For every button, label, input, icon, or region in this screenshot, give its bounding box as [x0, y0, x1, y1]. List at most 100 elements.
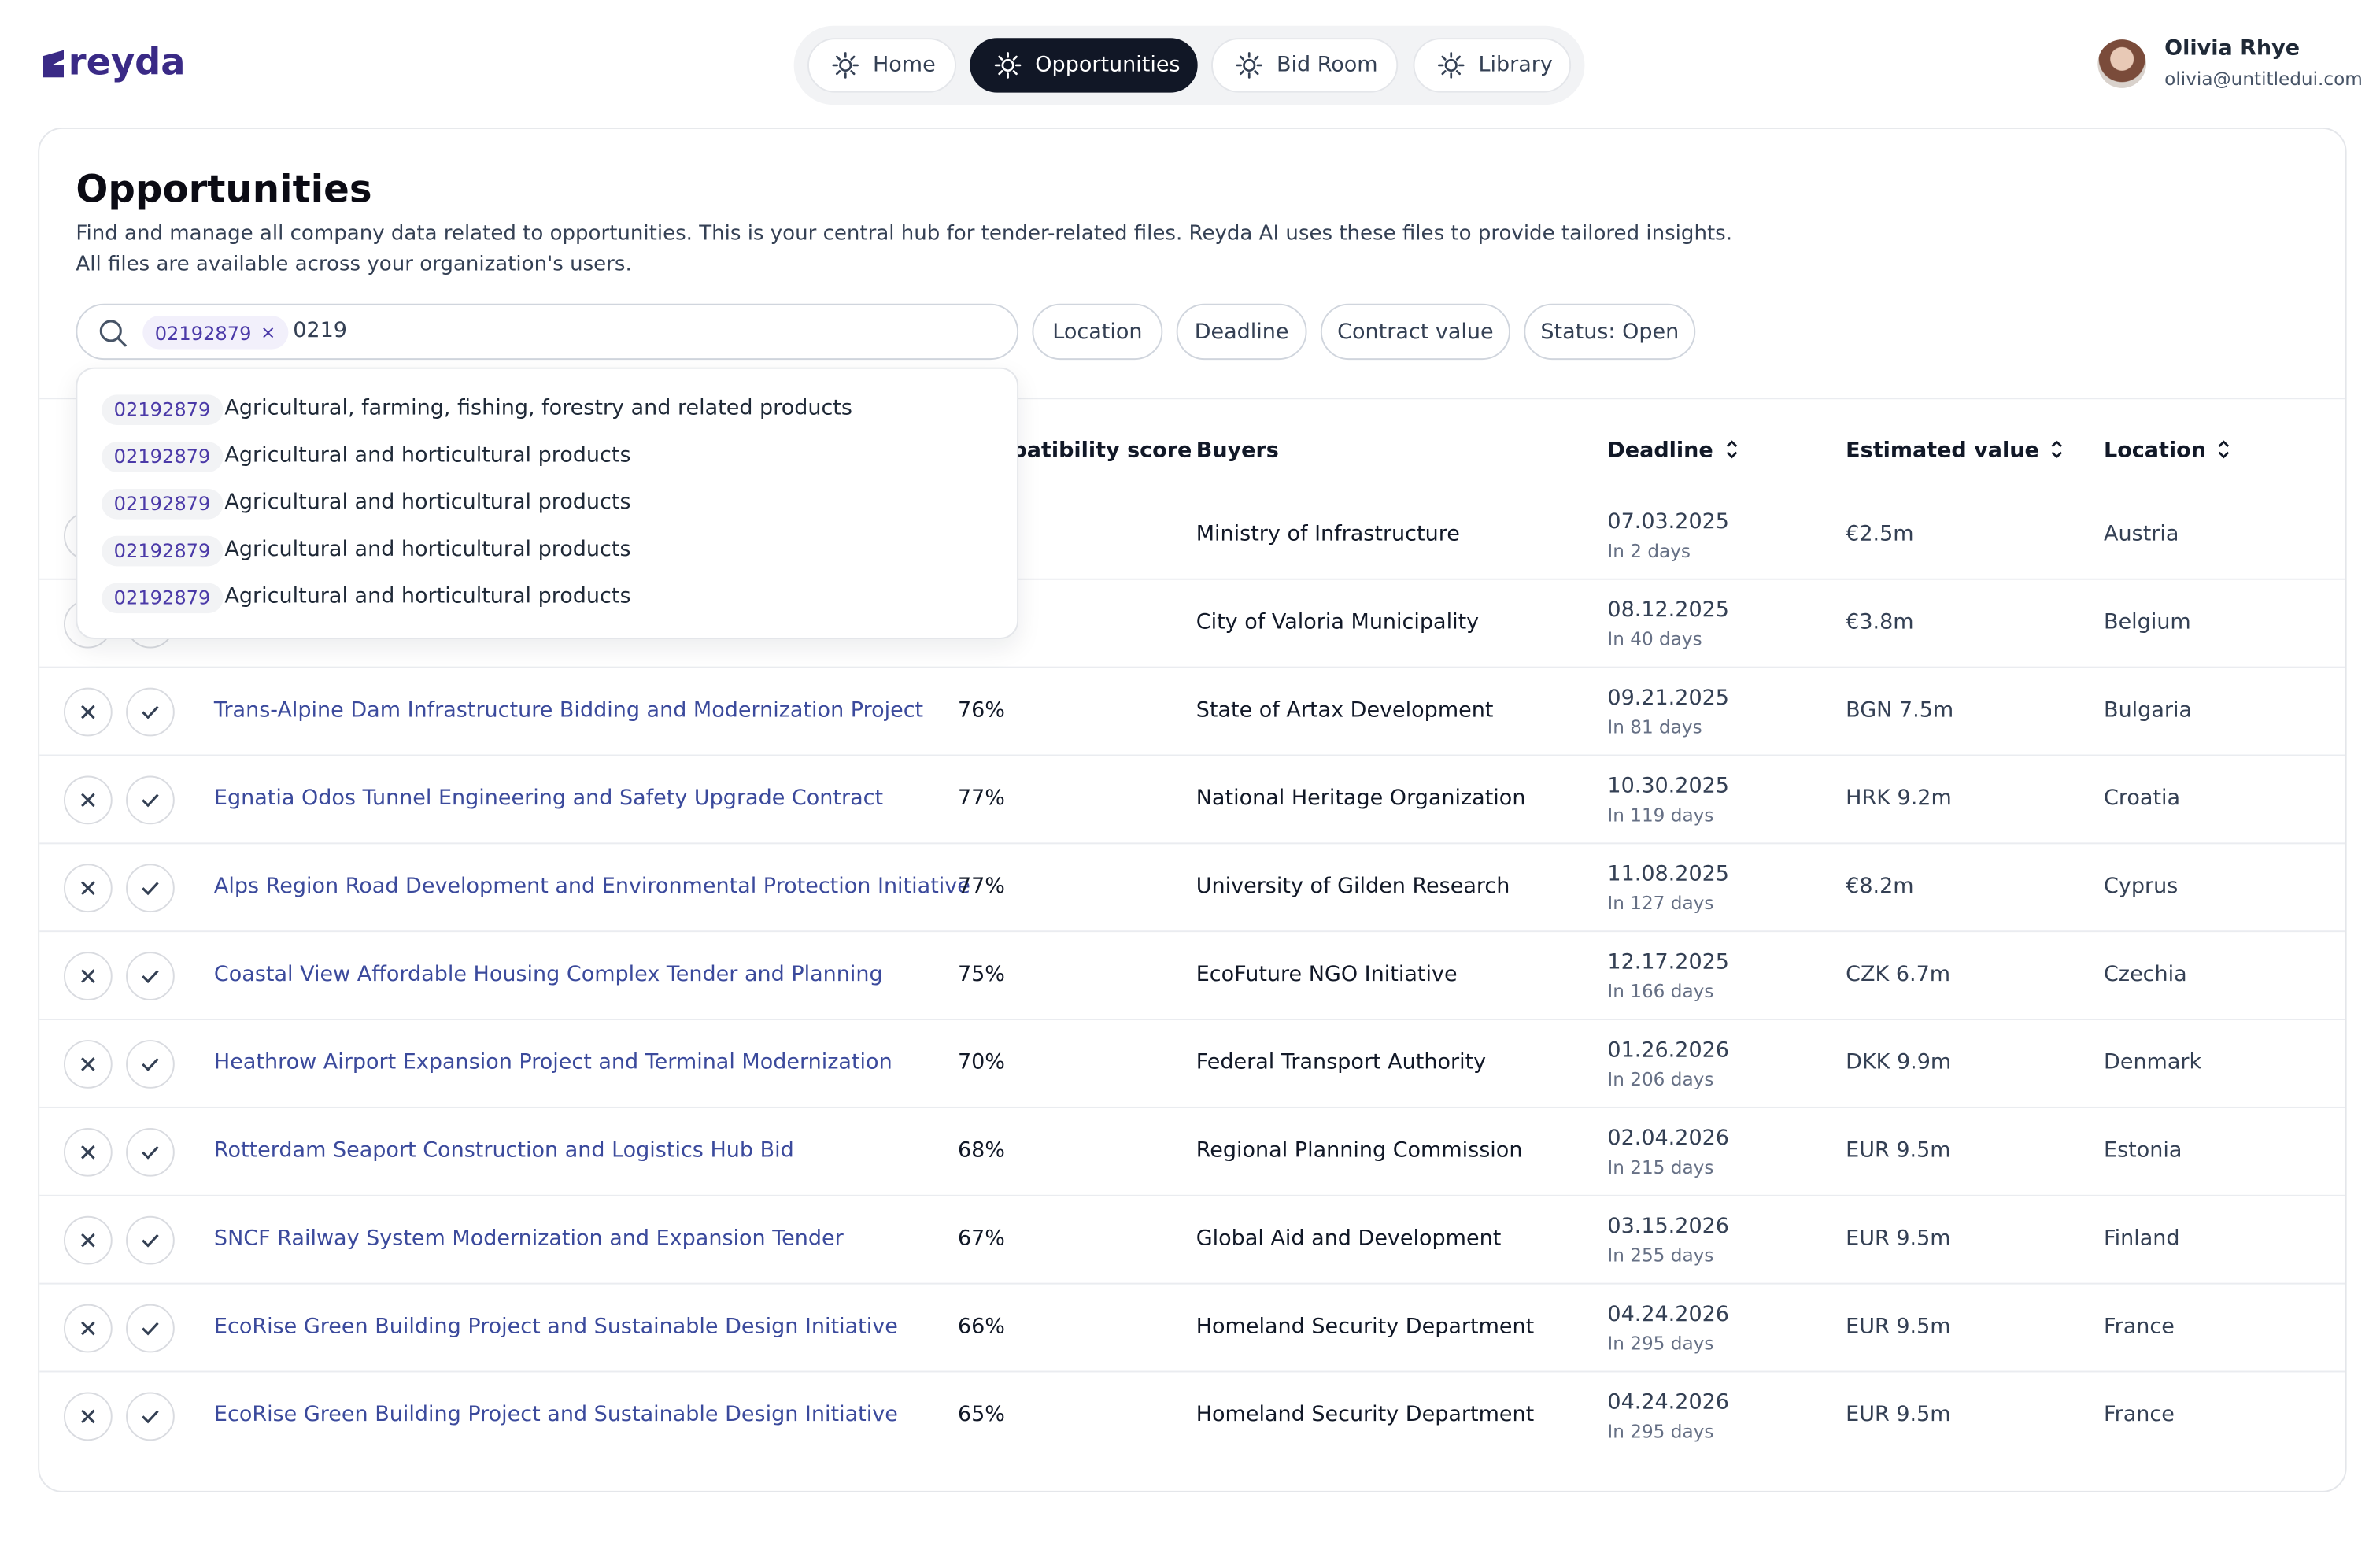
reject-button[interactable] — [64, 687, 113, 737]
value: DKK 9.9m — [1846, 1050, 1952, 1075]
suggestion-code[interactable]: 02192879 — [102, 535, 223, 567]
nav-button[interactable]: Bid Room — [1211, 38, 1399, 93]
page-title: Opportunities — [76, 167, 372, 212]
deadline: 10.30.2025 — [1607, 774, 1730, 799]
logo-icon — [42, 50, 65, 78]
search-box[interactable]: 02192879 × 0219 — [76, 303, 1019, 361]
filter-button[interactable]: Deadline — [1176, 303, 1307, 361]
suggestion-label[interactable]: Agricultural and horticultural products — [224, 443, 631, 468]
accept-button[interactable] — [126, 864, 175, 913]
user-email: olivia@untitledui.com — [2164, 68, 2363, 90]
buyer: Ministry of Infrastructure — [1196, 522, 1460, 547]
suggestion-label[interactable]: Agricultural and horticultural products — [224, 584, 631, 609]
accept-button[interactable] — [126, 952, 175, 1000]
row-divider — [39, 1370, 2345, 1373]
column-header[interactable]: Location — [2104, 438, 2234, 463]
value: €2.5m — [1846, 522, 1914, 547]
location: Croatia — [2104, 786, 2181, 811]
buyer: National Heritage Organization — [1196, 786, 1526, 811]
nav-button[interactable]: Library — [1413, 38, 1572, 93]
search-icon — [99, 320, 128, 347]
deadline: 12.17.2025 — [1607, 950, 1730, 975]
sort-icon[interactable] — [1713, 438, 1741, 463]
sort-icon[interactable] — [2206, 438, 2234, 463]
accept-button[interactable] — [126, 775, 175, 825]
chip-text: 02192879 — [154, 320, 252, 344]
filter-button[interactable]: Contract value — [1320, 303, 1510, 361]
project-title[interactable]: Heathrow Airport Expansion Project and T… — [213, 1050, 893, 1075]
row-divider — [39, 1019, 2345, 1021]
score: 67% — [957, 1226, 1005, 1252]
nav-button[interactable]: Opportunities — [970, 38, 1198, 93]
search-chip[interactable]: 02192879 × — [142, 316, 288, 350]
accept-button[interactable] — [126, 1040, 175, 1089]
days-left: In 206 days — [1607, 1068, 1714, 1090]
row-divider — [39, 1106, 2345, 1108]
suggestion-code[interactable]: 02192879 — [102, 442, 223, 472]
project-title[interactable]: Trans-Alpine Dam Infrastructure Bidding … — [213, 698, 924, 723]
reject-button[interactable] — [64, 1127, 113, 1177]
project-title[interactable]: Rotterdam Seaport Construction and Logis… — [213, 1138, 794, 1163]
accept-button[interactable] — [126, 1304, 175, 1353]
score: 70% — [957, 1050, 1005, 1075]
nav-button[interactable]: Home — [808, 38, 957, 93]
filter-button[interactable]: Location — [1032, 303, 1163, 361]
reject-button[interactable] — [64, 775, 113, 825]
nav-icon — [1437, 52, 1465, 79]
suggestion-label[interactable]: Agricultural, farming, fishing, forestry… — [224, 396, 852, 421]
reject-button[interactable] — [64, 1392, 113, 1441]
accept-button[interactable] — [126, 1392, 175, 1441]
reject-button[interactable] — [64, 1040, 113, 1089]
nav-label: Library — [1478, 53, 1553, 78]
days-left: In 295 days — [1607, 1333, 1714, 1355]
suggestion-code[interactable]: 02192879 — [102, 394, 223, 426]
project-title[interactable]: EcoRise Green Building Project and Susta… — [213, 1315, 898, 1340]
column-header[interactable]: Estimated value — [1846, 438, 2066, 463]
reject-button[interactable] — [64, 1304, 113, 1353]
reject-button[interactable] — [64, 952, 113, 1000]
suggestion-label[interactable]: Agricultural and horticultural products — [224, 490, 631, 515]
project-title[interactable]: SNCF Railway System Modernization and Ex… — [213, 1226, 844, 1252]
avatar[interactable] — [2097, 39, 2147, 88]
accept-button[interactable] — [126, 1127, 175, 1177]
column-header[interactable]: Deadline — [1607, 438, 1740, 463]
buyer: EcoFuture NGO Initiative — [1196, 962, 1458, 987]
buyer: Homeland Security Department — [1196, 1403, 1535, 1427]
value: EUR 9.5m — [1846, 1138, 1951, 1163]
suggestion-code[interactable]: 02192879 — [102, 583, 223, 614]
reject-button[interactable] — [64, 864, 113, 913]
divider — [39, 398, 2345, 400]
row-divider — [39, 930, 2345, 933]
project-title[interactable]: Alps Region Road Development and Environ… — [213, 874, 970, 899]
row-divider — [39, 1282, 2345, 1285]
card — [38, 128, 2347, 1492]
deadline: 09.21.2025 — [1607, 686, 1730, 711]
value: CZK 6.7m — [1846, 962, 1951, 987]
deadline: 07.03.2025 — [1607, 510, 1730, 534]
days-left: In 215 days — [1607, 1156, 1714, 1178]
score: 77% — [957, 786, 1005, 811]
score: 77% — [957, 874, 1005, 899]
suggestion-code[interactable]: 02192879 — [102, 489, 223, 520]
description: All files are available across your orga… — [76, 252, 632, 277]
search-query[interactable]: 0219 — [293, 319, 347, 343]
suggestion-label[interactable]: Agricultural and horticultural products — [224, 537, 631, 562]
score: 76% — [957, 698, 1005, 723]
value: €3.8m — [1846, 610, 1914, 635]
deadline: 02.04.2026 — [1607, 1126, 1730, 1151]
accept-button[interactable] — [126, 687, 175, 737]
reject-button[interactable] — [64, 1215, 113, 1265]
sort-icon[interactable] — [2039, 438, 2067, 463]
row-divider — [39, 754, 2345, 756]
days-left: In 119 days — [1607, 804, 1714, 827]
project-title[interactable]: Coastal View Affordable Housing Complex … — [213, 962, 883, 987]
project-title[interactable]: Egnatia Odos Tunnel Engineering and Safe… — [213, 786, 884, 811]
location: Bulgaria — [2104, 698, 2193, 723]
accept-button[interactable] — [126, 1215, 175, 1265]
project-title[interactable]: EcoRise Green Building Project and Susta… — [213, 1403, 898, 1427]
description: Find and manage all company data related… — [76, 221, 1733, 246]
value: EUR 9.5m — [1846, 1315, 1951, 1340]
days-left: In 295 days — [1607, 1421, 1714, 1443]
filter-button[interactable]: Status: Open — [1524, 303, 1696, 361]
suggestions-dropdown: 02192879 Agricultural, farming, fishing, … — [76, 367, 1019, 639]
